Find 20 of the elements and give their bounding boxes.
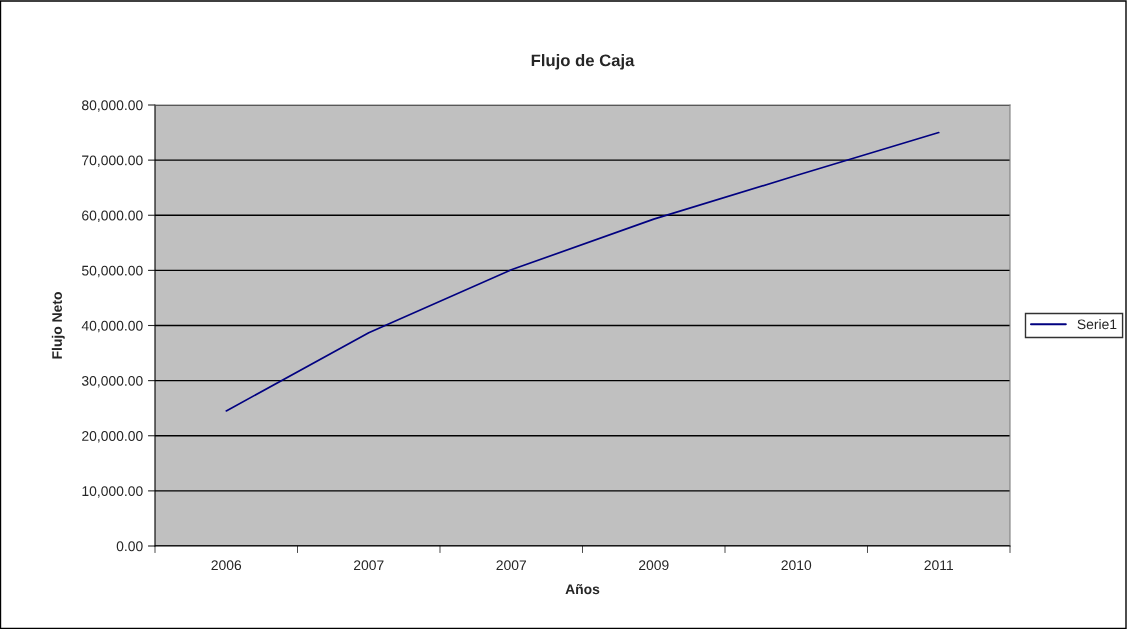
y-tick-label: 20,000.00 (82, 431, 143, 443)
x-tick-label: 2006 (211, 560, 242, 571)
y-tick-label: 50,000.00 (81, 265, 143, 278)
chart-title: Flujo de Caja (531, 54, 635, 70)
y-tick-label: 60,000.00 (82, 210, 143, 223)
y-tick-label: 40,000.00 (81, 320, 143, 333)
y-tick-label: 30,000.00 (81, 375, 143, 388)
x-tick-label: 2007 (354, 560, 384, 571)
x-tick-label: 2011 (924, 560, 954, 571)
x-tick-label: 2007 (496, 560, 526, 571)
x-tick-label: 2009 (639, 560, 669, 571)
x-axis-title: Años (565, 584, 600, 595)
y-tick-label: 70,000.00 (82, 155, 143, 167)
y-tick-label: 80,000.00 (82, 100, 143, 112)
y-tick-label: 10,000.00 (82, 486, 143, 498)
y-axis-title: Flujo Neto (51, 292, 65, 359)
y-tick-label: 0.00 (116, 541, 143, 552)
x-tick-label: 2010 (781, 560, 812, 571)
line-series (225, 131, 940, 412)
legend-label: Serie1 (1077, 319, 1117, 330)
